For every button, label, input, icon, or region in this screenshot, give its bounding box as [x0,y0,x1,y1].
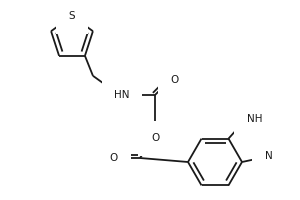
Text: N: N [267,125,275,135]
Text: S: S [69,11,75,21]
Text: HN: HN [114,90,130,100]
Text: O: O [151,133,159,143]
Text: N: N [265,151,272,161]
Text: O: O [110,153,118,163]
Text: O: O [170,75,178,85]
Text: NH: NH [247,114,262,124]
